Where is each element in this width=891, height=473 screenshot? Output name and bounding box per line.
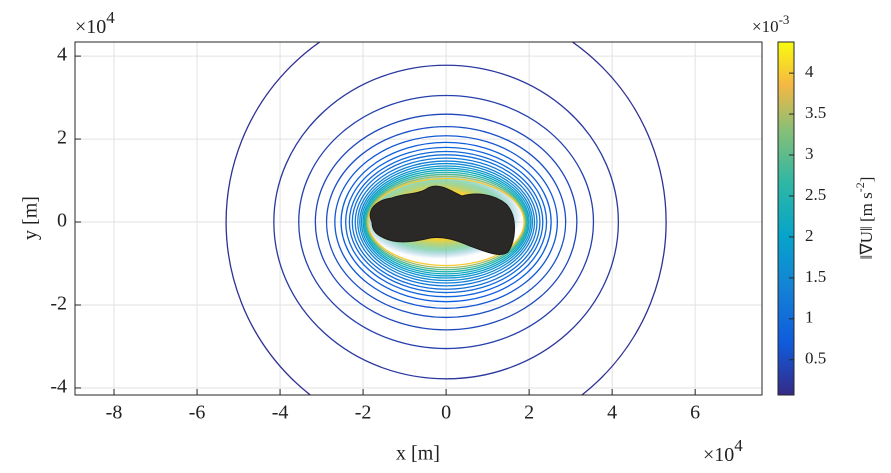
x-tick-label: -8 [106, 402, 123, 424]
colorbar-tick-label: 0.5 [805, 349, 826, 368]
x-tick-label: -4 [272, 402, 289, 424]
x-axis-label: x [m] [396, 443, 440, 465]
colorbar-tick-label: 3.5 [805, 103, 826, 122]
colorbar-label: ‖∇U‖ [m s-2] [853, 177, 876, 260]
colorbar-label-main: ‖∇U‖ [m s [857, 192, 876, 259]
contour-line [340, 141, 552, 303]
contour-line [354, 157, 538, 287]
contour-line [365, 173, 527, 271]
contour-line [325, 125, 567, 319]
colorbar-multiplier-exp: -3 [779, 12, 790, 27]
contour-line [366, 175, 526, 269]
asteroid-body [369, 185, 515, 255]
colorbar-multiplier-base: ×10 [752, 17, 779, 36]
colorbar-tick-label: 1 [805, 308, 814, 327]
contour-line [357, 160, 536, 284]
y-multiplier-base: ×10 [75, 16, 106, 38]
y-axis-label: y [m] [20, 196, 42, 240]
contour-line [367, 177, 525, 267]
x-tick-label: 2 [524, 402, 534, 424]
colorbar-multiplier: ×10-3 [752, 12, 789, 36]
y-multiplier-exp: 4 [106, 8, 115, 27]
colorbar-label-exp: -2 [853, 182, 867, 192]
plot-frame [74, 41, 763, 396]
contour-line [225, 42, 667, 395]
contour-line [363, 169, 529, 275]
x-tick-label: -2 [355, 402, 372, 424]
contour-line [362, 167, 530, 277]
y-tick-label: 4 [57, 44, 67, 66]
contour-line [298, 94, 595, 350]
contour-line [273, 64, 620, 380]
contour-line [334, 135, 559, 309]
y-multiplier: ×104 [75, 8, 115, 38]
contour-line [359, 162, 534, 282]
x-multiplier-exp: 4 [734, 436, 743, 455]
x-tick-label: -6 [189, 402, 206, 424]
x-multiplier-base: ×10 [703, 444, 734, 466]
colorbar [777, 41, 795, 396]
colorbar-tick-label: 2.5 [805, 185, 826, 204]
contour-line [314, 113, 578, 331]
x-tick-label: 6 [690, 402, 700, 424]
y-tick-label: -2 [50, 293, 67, 315]
y-tick-label: 2 [57, 127, 67, 149]
x-tick-label: 4 [607, 402, 617, 424]
y-tick-label: 0 [57, 210, 67, 232]
x-tick-label: 0 [441, 402, 451, 424]
contour-line [348, 150, 544, 294]
colorbar-tick-label: 4 [805, 62, 814, 81]
x-multiplier: ×104 [703, 436, 743, 466]
colorbar-tick-label: 3 [805, 144, 814, 163]
colorbar-tick-label: 2 [805, 226, 814, 245]
contour-line [364, 171, 528, 273]
colorbar-tick-label: 1.5 [805, 267, 826, 286]
y-tick-label: -4 [50, 376, 67, 398]
contour-line [351, 154, 541, 290]
contour-line [344, 146, 548, 298]
contour-line [360, 165, 532, 279]
ticks: -8 -6 -4 -2 0 2 4 6 -4 -2 0 2 4 0.5 1 1.5 2 2.5 3 3.5 4 [50, 44, 826, 424]
colorbar-label-end: ] [857, 177, 876, 183]
